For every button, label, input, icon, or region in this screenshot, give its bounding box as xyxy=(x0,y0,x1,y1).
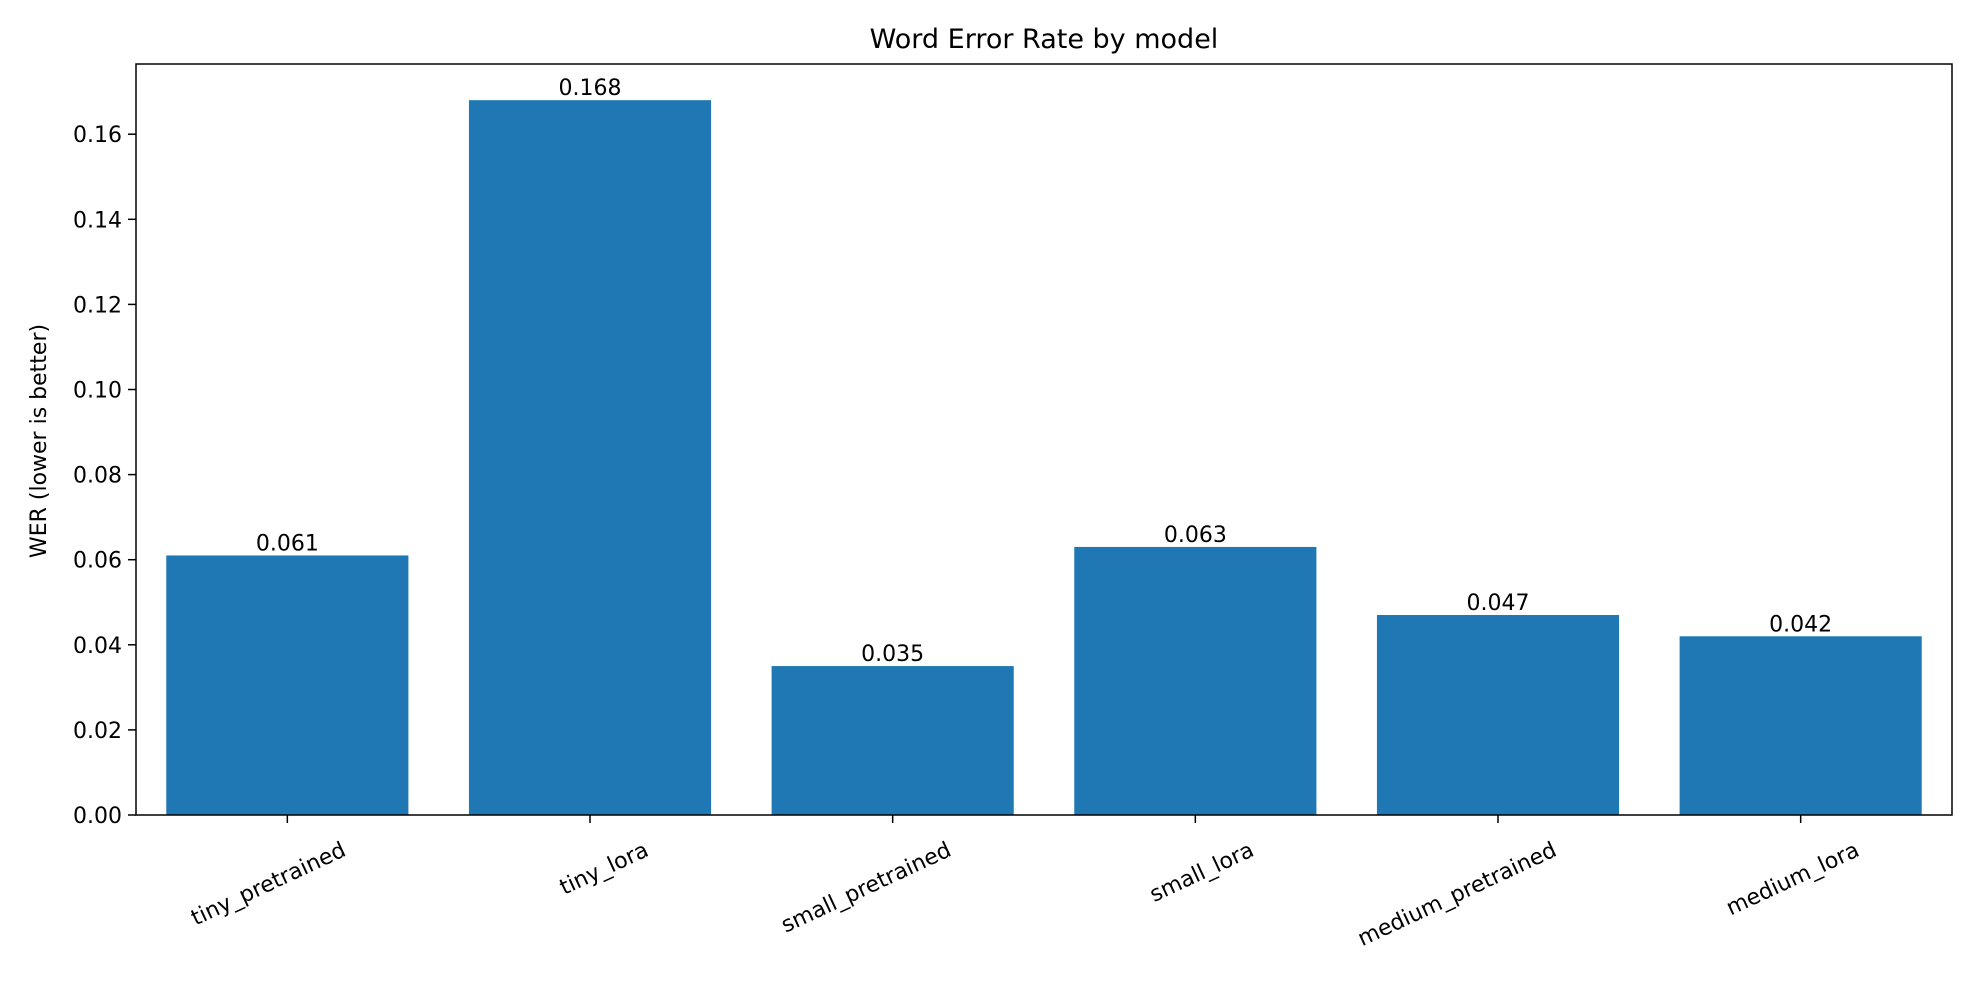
bars-group xyxy=(166,100,1922,816)
y-tick-label: 0.06 xyxy=(73,549,122,574)
y-axis-ticks: 0.00 0.02 0.04 0.06 0.08 0.10 0.12 0.14 0.16 xyxy=(73,123,136,829)
x-tick-label: medium_lora xyxy=(1723,838,1864,921)
bar-small-pretrained xyxy=(771,666,1014,815)
bar-value-label: 0.035 xyxy=(861,642,924,667)
bar-tiny-lora xyxy=(468,100,712,816)
bar-value-label: 0.047 xyxy=(1467,591,1530,616)
x-tick-label: medium_pretrained xyxy=(1354,838,1560,952)
x-tick-label: small_pretrained xyxy=(778,838,956,939)
y-tick-label: 0.02 xyxy=(73,719,122,744)
x-tick-label: tiny_lora xyxy=(556,838,652,901)
y-tick-label: 0.10 xyxy=(73,379,122,404)
chart-title: Word Error Rate by model xyxy=(870,24,1219,55)
x-axis-ticks: tiny_pretrained tiny_lora small_pretrained… xyxy=(188,815,1864,952)
y-axis-label: WER (lower is better) xyxy=(27,324,52,558)
bar-value-labels: 0.061 0.168 0.035 0.063 0.047 0.042 xyxy=(256,76,1832,667)
y-tick-label: 0.04 xyxy=(73,634,122,659)
bar-value-label: 0.042 xyxy=(1769,612,1832,637)
plot-area-frame xyxy=(135,63,1953,816)
bar-value-label: 0.061 xyxy=(256,531,319,556)
bar-tiny-pretrained xyxy=(166,555,409,815)
bar-medium-pretrained xyxy=(1376,615,1620,815)
bar-value-label: 0.063 xyxy=(1164,523,1227,548)
y-tick-label: 0.08 xyxy=(73,464,122,489)
x-tick-label: tiny_pretrained xyxy=(188,838,350,931)
bar-medium-lora xyxy=(1679,636,1922,815)
y-tick-label: 0.14 xyxy=(73,208,122,233)
x-tick-label: small_lora xyxy=(1146,838,1258,908)
y-tick-label: 0.00 xyxy=(73,804,122,829)
bar-small-lora xyxy=(1074,546,1317,815)
bar-value-label: 0.168 xyxy=(559,76,622,101)
y-tick-label: 0.12 xyxy=(73,293,122,318)
y-tick-label: 0.16 xyxy=(73,123,122,148)
